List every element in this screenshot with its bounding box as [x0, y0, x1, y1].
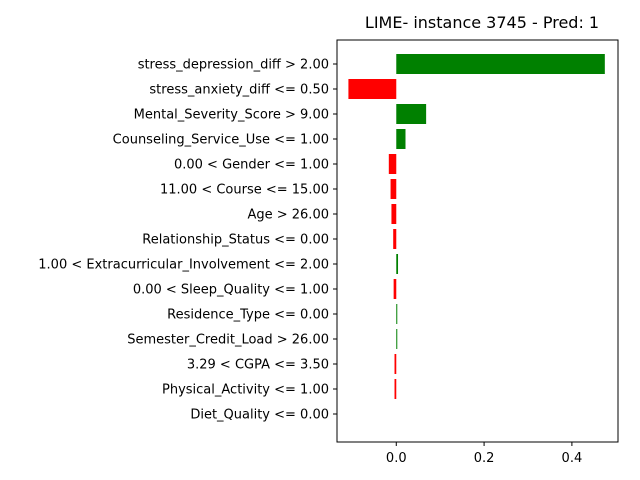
bar-9: [393, 279, 397, 299]
bar-0: [396, 54, 605, 74]
category-label: Diet_Quality <= 0.00: [190, 408, 329, 423]
bar-11: [396, 329, 398, 349]
bar-1: [348, 79, 397, 99]
category-label: Counseling_Service_Use <= 1.00: [113, 133, 329, 148]
category-label: Physical_Activity <= 1.00: [162, 383, 329, 398]
category-label: Semester_Credit_Load > 26.00: [127, 333, 329, 348]
bar-3: [396, 129, 406, 149]
category-label: Relationship_Status <= 0.00: [142, 233, 329, 248]
bar-10: [396, 304, 398, 324]
bar-7: [393, 229, 397, 249]
chart-title: LIME- instance 3745 - Pred: 1: [365, 13, 599, 32]
category-label: 1.00 < Extracurricular_Involvement <= 2.…: [38, 258, 329, 273]
plot-frame: [336, 39, 619, 443]
category-label: Mental_Severity_Score > 9.00: [134, 108, 329, 123]
bar-4: [388, 154, 397, 174]
x-tick-label: 0.0: [386, 451, 407, 466]
x-tick-label: 0.2: [474, 451, 495, 466]
bar-12: [394, 354, 397, 374]
category-label: 0.00 < Sleep_Quality <= 1.00: [133, 283, 329, 298]
category-label: stress_depression_diff > 2.00: [138, 58, 329, 73]
category-label: stress_anxiety_diff <= 0.50: [149, 83, 329, 98]
bar-5: [390, 179, 397, 199]
bar-6: [391, 204, 397, 224]
category-label: 11.00 < Course <= 15.00: [160, 183, 329, 198]
category-label: Age > 26.00: [247, 208, 329, 223]
category-labels: stress_depression_diff > 2.00 stress_anxi…: [38, 58, 337, 423]
x-axis: 0.0 0.2 0.4: [386, 442, 582, 466]
bars-group: [348, 54, 605, 399]
x-tick-label: 0.4: [562, 451, 583, 466]
bar-13: [394, 379, 397, 399]
category-label: 0.00 < Gender <= 1.00: [174, 158, 329, 173]
category-label: Residence_Type <= 0.00: [167, 308, 329, 323]
bar-8: [396, 254, 399, 274]
category-label: 3.29 < CGPA <= 3.50: [187, 358, 329, 373]
bar-2: [396, 104, 427, 124]
